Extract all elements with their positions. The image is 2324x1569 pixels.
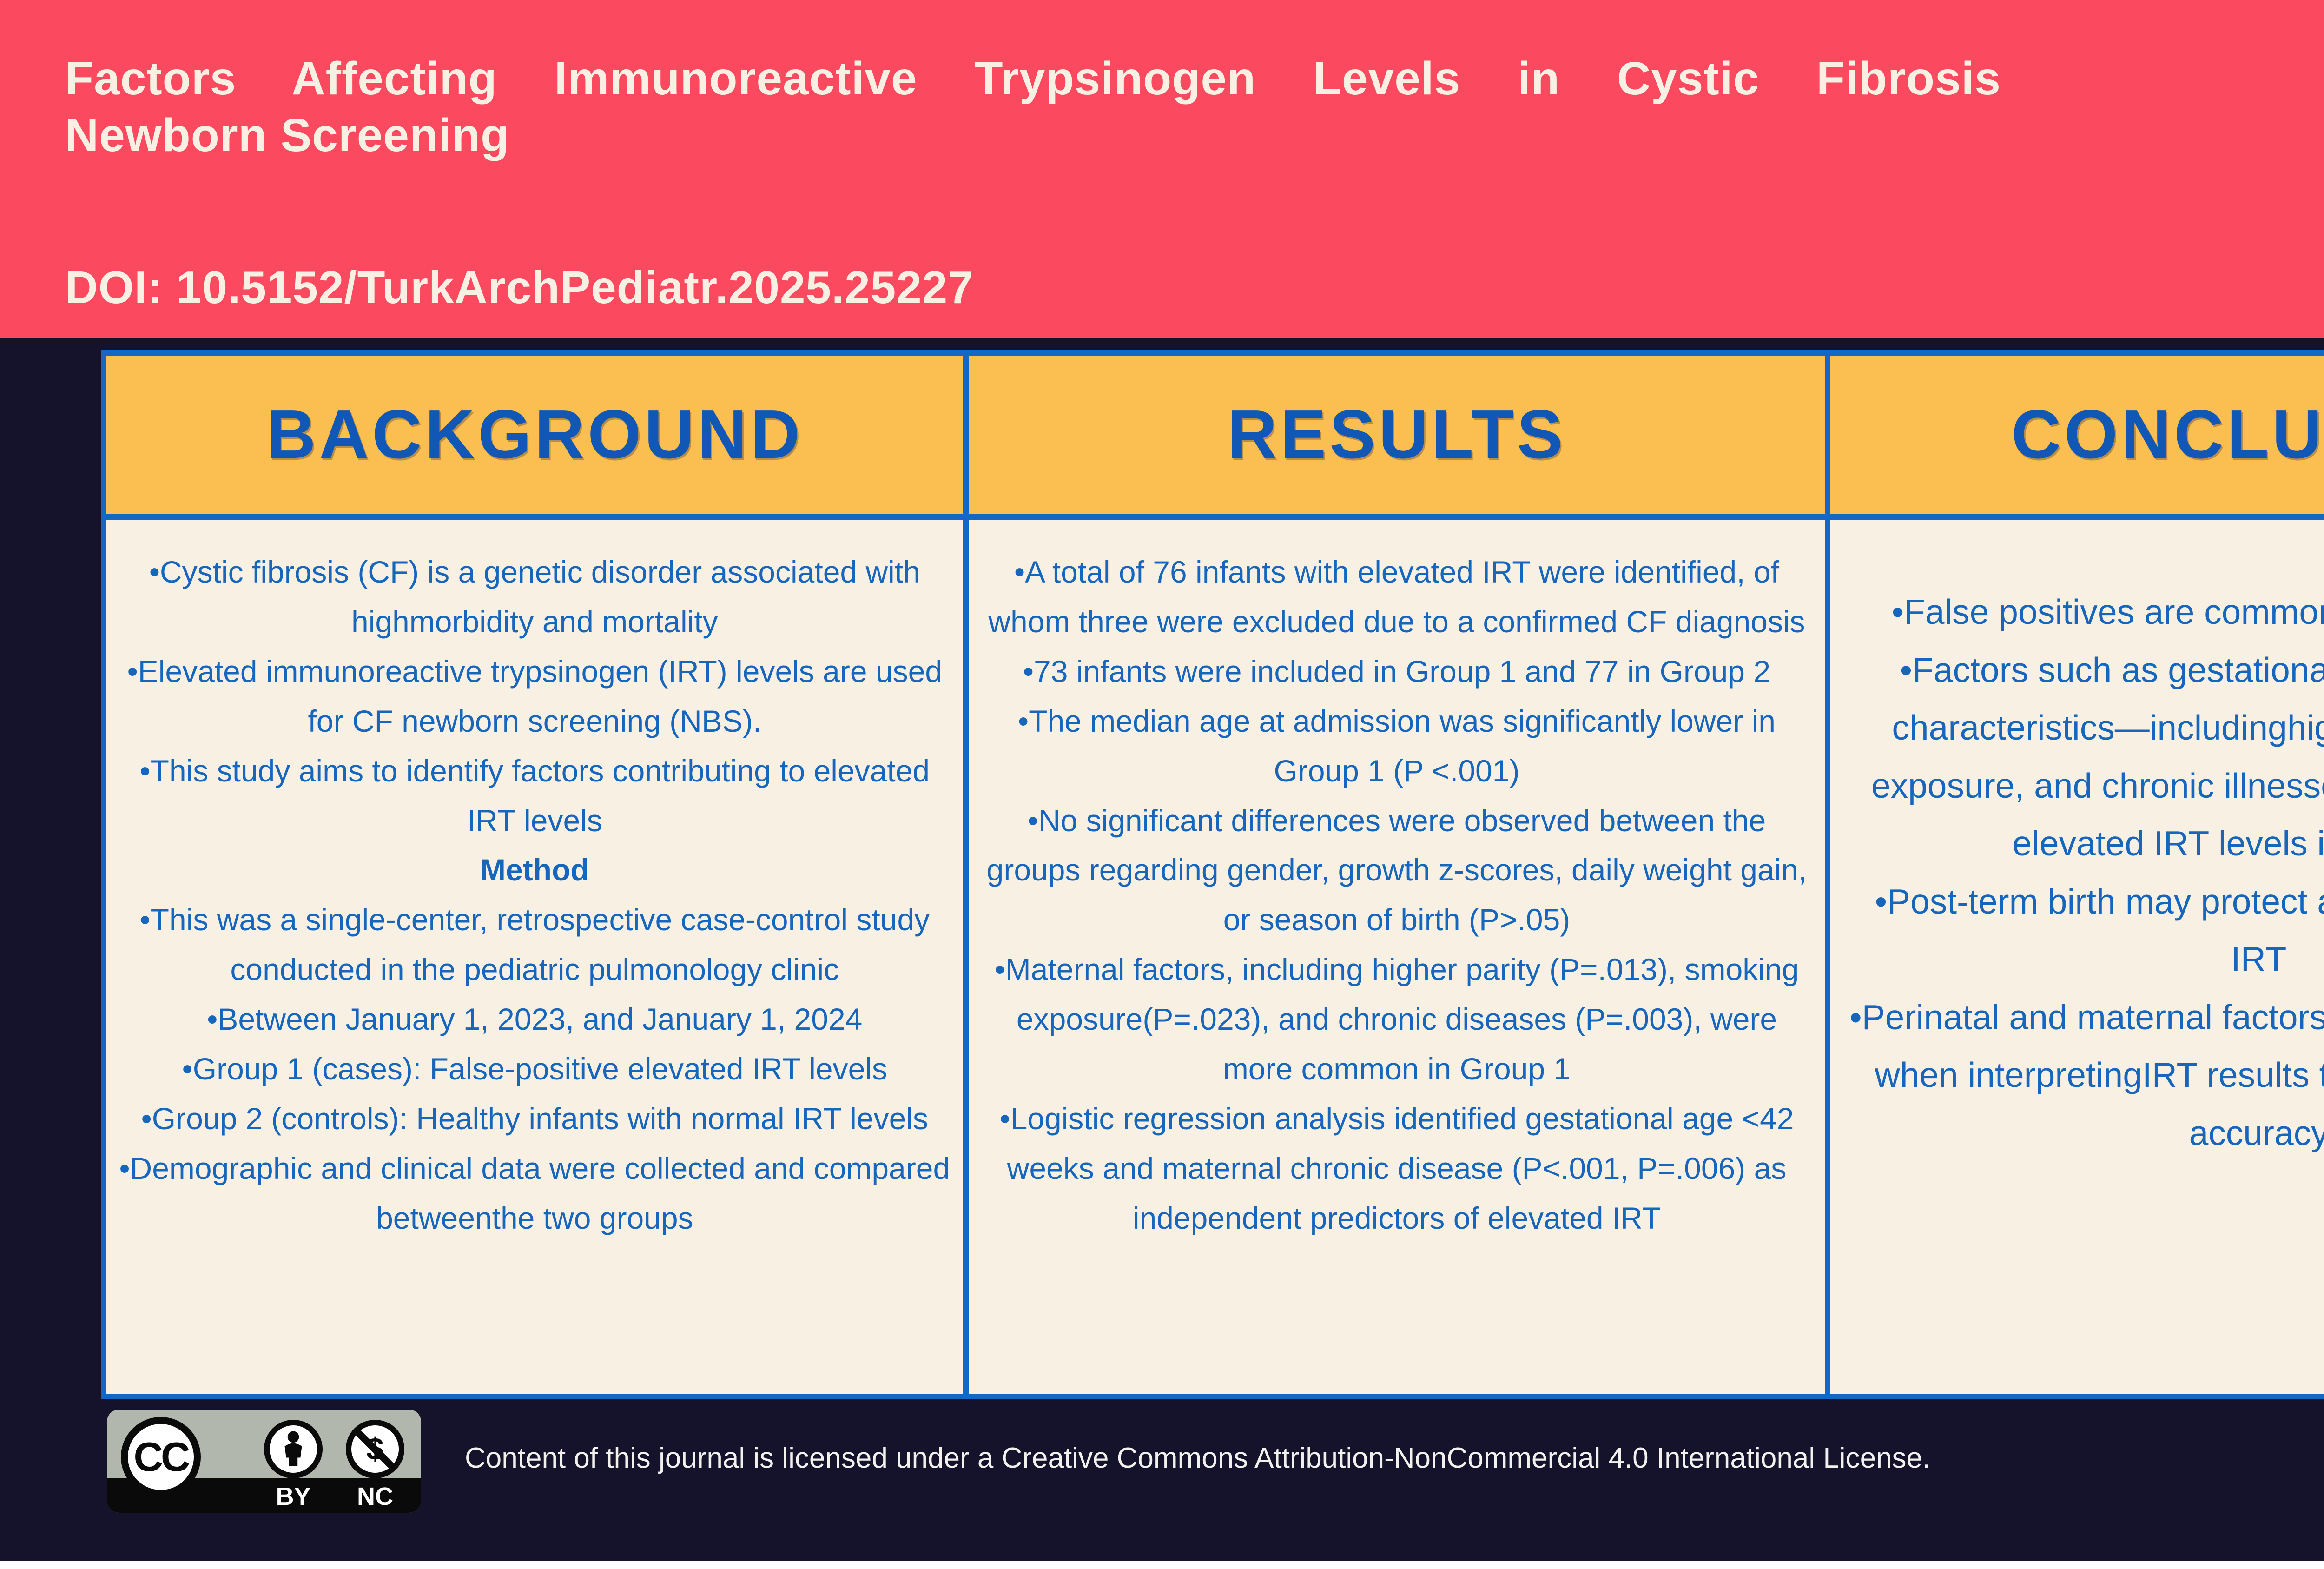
- results-header-cell: RESULTS: [968, 356, 1825, 514]
- bullet-item: •Cystic fibrosis (CF) is a genetic disor…: [149, 555, 920, 639]
- background-header-cell: BACKGROUND: [106, 356, 963, 514]
- conclusion-header-label: CONCLUSION: [2011, 396, 2324, 473]
- bullet-item: •This was a single-center, retrospective…: [139, 902, 930, 987]
- bullet-item: •Post-term birth may protect against fal…: [1875, 881, 2324, 979]
- bullet-item: •Factors such as gestational age and mat…: [1871, 650, 2324, 863]
- by-label: BY: [276, 1483, 311, 1510]
- bottom-white-strip: [0, 1561, 2324, 1569]
- article-title: Factors Affecting Immunoreactive Trypsin…: [65, 50, 2001, 164]
- results-body-cell: •A total of 76 infants with elevated IRT…: [968, 520, 1825, 1394]
- bullet-item: •Elevated immunoreactive trypsinogen (IR…: [127, 654, 942, 738]
- background-body-cell: •Cystic fibrosis (CF) is a genetic disor…: [106, 520, 963, 1394]
- nc-label: NC: [357, 1483, 393, 1510]
- doi-text: DOI: 10.5152/TurkArchPediatr.2025.25227: [65, 262, 974, 313]
- non-commercial-dollar-icon: $: [346, 1420, 404, 1478]
- bullet-item: •Group 1 (cases): False-positive elevate…: [182, 1052, 887, 1086]
- bullet-item: •This study aims to identify factors con…: [139, 753, 930, 838]
- bullet-item: •Perinatal and maternal factors should b…: [1849, 997, 2324, 1152]
- license-text: Content of this journal is licensed unde…: [465, 1442, 1931, 1474]
- summary-table: BACKGROUND RESULTS CONCLUSION •Cystic fi…: [101, 350, 2324, 1399]
- conclusion-body-cell: •False positives are common in IRT-based…: [1830, 520, 2324, 1394]
- conclusion-header-cell: CONCLUSION: [1830, 356, 2324, 514]
- bullet-item: •73 infants were included in Group 1 and…: [1023, 654, 1771, 689]
- cc-icon: CC: [121, 1417, 201, 1497]
- bullet-item: •Between January 1, 2023, and January 1,…: [207, 1002, 863, 1037]
- bullet-item: •Maternal factors, including higher pari…: [994, 952, 1799, 1086]
- article-title-line1: Factors Affecting Immunoreactive Trypsin…: [65, 53, 2001, 105]
- attribution-person-icon: [264, 1420, 323, 1478]
- article-title-line2: Newborn Screening: [65, 109, 510, 161]
- bullet-item: •Logistic regression analysis identified…: [999, 1101, 1794, 1235]
- bullet-item: •A total of 76 infants with elevated IRT…: [988, 555, 1805, 639]
- header-banner: Factors Affecting Immunoreactive Trypsin…: [0, 0, 2324, 338]
- bullet-item: •The median age at admission was signifi…: [1018, 703, 1776, 788]
- results-header-label: RESULTS: [1227, 396, 1566, 473]
- bullet-item: •No significant differences were observe…: [986, 803, 1807, 937]
- bullet-item: •False positives are common in IRT-based…: [1891, 592, 2324, 631]
- bullet-item: •Demographic and clinical data were coll…: [119, 1151, 951, 1235]
- background-header-label: BACKGROUND: [266, 396, 803, 473]
- cc-by-nc-badge: CC $ BY NC: [107, 1410, 421, 1513]
- bullet-item: •Group 2 (controls): Healthy infants wit…: [141, 1101, 928, 1136]
- method-subheading: Method: [480, 853, 589, 887]
